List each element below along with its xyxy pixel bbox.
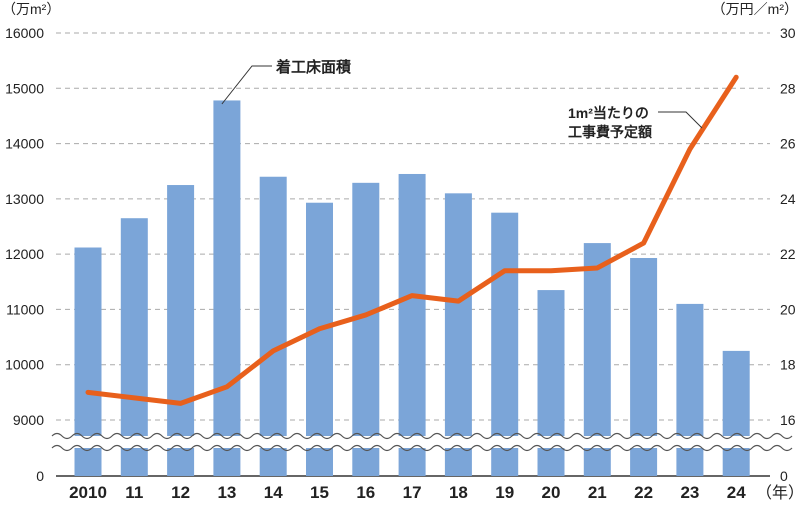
x-tick-label: 13 [217,483,236,502]
x-tick-label: 2010 [69,483,107,502]
right-tick-label: 20 [780,301,796,317]
left-tick-label: 15000 [5,80,44,96]
right-tick-label: 28 [780,80,796,96]
x-tick-label: 24 [727,483,746,502]
bar [399,174,426,476]
bar [213,100,240,476]
bar [306,203,333,476]
bar [260,177,287,476]
bar [352,183,379,476]
right-tick-label: 16 [780,412,796,428]
x-tick-label: 16 [356,483,375,502]
x-tick-label: 15 [310,483,329,502]
left-tick-label: 0 [36,468,44,484]
x-tick-label: 18 [449,483,468,502]
right-tick-label: 22 [780,246,796,262]
right-axis-unit: （万円／m²） [712,1,798,17]
left-axis-unit: （万m²） [2,1,60,17]
x-tick-label: 21 [588,483,607,502]
line-annotation-leader [658,112,702,128]
line-series-label: 工事費予定額 [568,124,652,140]
x-tick-label: 12 [171,483,190,502]
left-tick-label: 11000 [6,301,44,317]
right-tick-label: 26 [780,136,796,152]
bar [723,351,750,476]
bar-annotation-leader [222,66,272,104]
axis-break-gap [52,436,782,448]
bar-series-label: 着工床面積 [275,58,352,76]
left-tick-label: 16000 [5,25,44,41]
right-tick-label: 30 [780,25,796,41]
left-tick-label: 10000 [5,357,44,373]
right-tick-label: 24 [780,191,796,207]
x-tick-label: 23 [680,483,699,502]
x-tick-label: 17 [403,483,422,502]
x-tick-label: 22 [634,483,653,502]
x-tick-label: 19 [495,483,514,502]
left-tick-label: 13000 [5,191,44,207]
x-axis-unit: （年） [756,484,800,502]
left-tick-label: 14000 [5,136,44,152]
x-tick-label: 11 [125,483,143,502]
x-tick-label: 20 [542,483,561,502]
right-tick-label: 18 [780,357,796,373]
left-tick-label: 9000 [13,412,44,428]
x-tick-label: 14 [264,483,283,502]
line-series-label: 1m²当たりの [568,105,649,121]
left-tick-label: 12000 [5,246,44,262]
bar [167,185,194,476]
right-tick-label: 0 [780,468,788,484]
